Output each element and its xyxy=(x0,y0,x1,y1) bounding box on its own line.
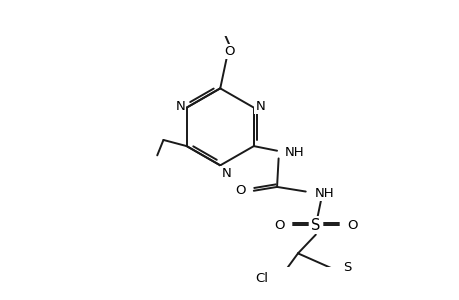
Text: O: O xyxy=(346,219,357,232)
Text: Cl: Cl xyxy=(254,272,267,285)
Text: O: O xyxy=(224,45,234,58)
Text: N: N xyxy=(175,100,185,112)
Text: O: O xyxy=(274,219,284,232)
Text: O: O xyxy=(235,184,246,197)
Text: NH: NH xyxy=(314,187,334,200)
Text: S: S xyxy=(342,261,351,274)
Text: NH: NH xyxy=(284,146,304,159)
Text: S: S xyxy=(310,218,320,233)
Text: N: N xyxy=(221,167,231,180)
Text: N: N xyxy=(255,100,264,112)
